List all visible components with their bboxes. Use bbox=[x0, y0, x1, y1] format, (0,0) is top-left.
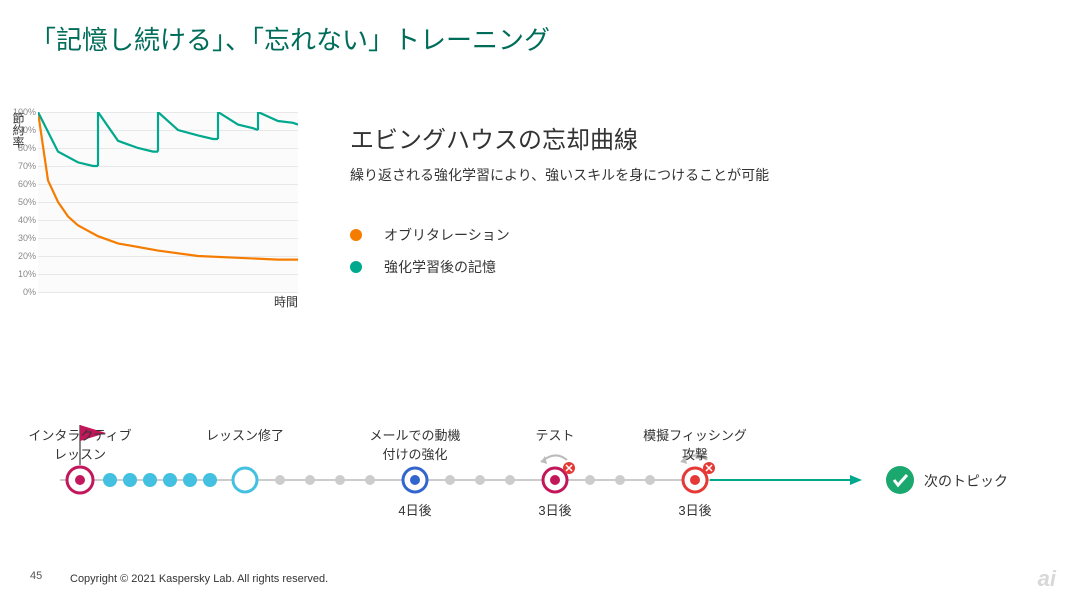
legend-dot-icon bbox=[350, 261, 362, 273]
content-heading: エビングハウスの忘却曲線 bbox=[350, 120, 1038, 155]
timeline-step-label: 模擬フィッシング攻撃 bbox=[643, 425, 747, 463]
y-tick-label: 100% bbox=[8, 107, 36, 117]
y-tick-label: 60% bbox=[8, 179, 36, 189]
y-tick-label: 80% bbox=[8, 143, 36, 153]
y-tick-label: 50% bbox=[8, 197, 36, 207]
copyright-text: Copyright © 2021 Kaspersky Lab. All righ… bbox=[70, 573, 328, 585]
y-tick-label: 20% bbox=[8, 251, 36, 261]
y-tick-label: 40% bbox=[8, 215, 36, 225]
timeline-step-label: インタラクティブレッスン bbox=[28, 425, 131, 463]
chart-plot-area: 時間 100%90%80%70%60%50%40%30%20%10%0% bbox=[38, 112, 298, 292]
forgetting-curve-chart: 節約率 時間 100%90%80%70%60%50%40%30%20%10%0% bbox=[10, 112, 320, 312]
timeline-days-label: 3日後 bbox=[678, 500, 711, 519]
content-subtitle: 繰り返される強化学習により、強いスキルを身につけることが可能 bbox=[350, 165, 1038, 185]
timeline-step-label: テスト bbox=[535, 425, 574, 444]
timeline-step-label: メールでの動機付けの強化 bbox=[369, 425, 460, 463]
y-tick-label: 30% bbox=[8, 233, 36, 243]
y-tick-label: 10% bbox=[8, 269, 36, 279]
legend-label: オブリタレーション bbox=[384, 225, 510, 245]
legend-label: 強化学習後の記憶 bbox=[384, 257, 496, 277]
x-axis-label: 時間 bbox=[274, 293, 298, 310]
y-tick-label: 90% bbox=[8, 125, 36, 135]
legend-dot-icon bbox=[350, 229, 362, 241]
content-area: エビングハウスの忘却曲線 繰り返される強化学習により、強いスキルを身につけること… bbox=[350, 120, 1038, 289]
y-tick-label: 70% bbox=[8, 161, 36, 171]
timeline-step-label: レッスン修了 bbox=[206, 425, 284, 444]
training-timeline: インタラクティブレッスン レッスン修了 メールでの動機付けの強化 4日後 テスト 3日後 模… bbox=[30, 350, 1038, 550]
chart-legend: オブリタレーション強化学習後の記憶 bbox=[350, 225, 1038, 277]
legend-item: 強化学習後の記憶 bbox=[350, 257, 1038, 277]
timeline-days-label: 4日後 bbox=[398, 500, 431, 519]
legend-item: オブリタレーション bbox=[350, 225, 1038, 245]
timeline-days-label: 3日後 bbox=[538, 500, 571, 519]
slide-title: 「記憶し続ける」、「忘れない」トレーニング bbox=[30, 20, 550, 57]
next-topic-label: 次のトピック bbox=[924, 471, 1008, 491]
y-tick-label: 0% bbox=[8, 287, 36, 297]
page-number: 45 bbox=[30, 570, 42, 582]
watermark: ai bbox=[1038, 566, 1056, 592]
